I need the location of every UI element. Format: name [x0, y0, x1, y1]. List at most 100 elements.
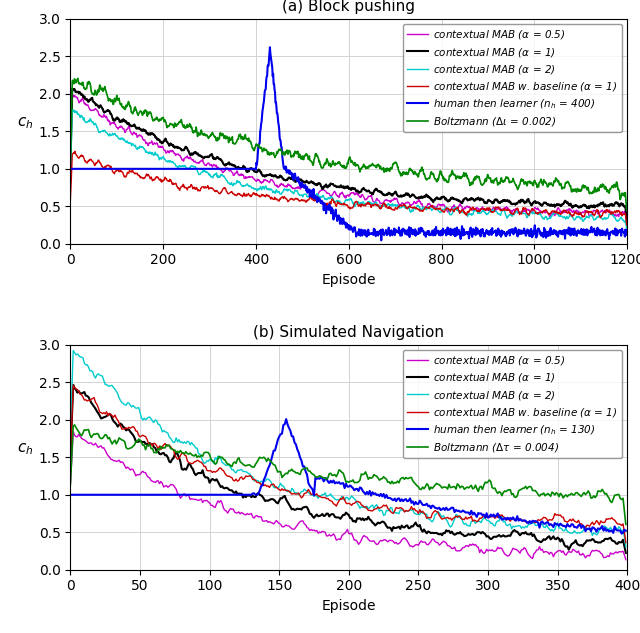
human then learner ($n_h$ = 130): [618, 530, 625, 537]
Boltzmann ($\Delta\tau$ = 0.004): [67, 480, 74, 488]
contextual MAB ($\alpha$ = 1): [359, 185, 367, 193]
human then learner ($n_h$ = 400): [378, 237, 385, 244]
Line: contextual MAB ($\alpha$ = 2): contextual MAB ($\alpha$ = 2): [70, 351, 626, 547]
Boltzmann ($\Delta\iota$ = 0.002): [371, 161, 379, 169]
contextual MAB ($\alpha$ = 1): [371, 187, 379, 194]
contextual MAB ($\alpha$ = 0.5): [359, 192, 367, 200]
human then learner ($n_h$ = 400): [140, 165, 148, 173]
Title: (b) Simulated Navigation: (b) Simulated Navigation: [253, 325, 444, 339]
contextual MAB ($\alpha$ = 2): [469, 517, 477, 525]
contextual MAB ($\alpha$ = 1): [623, 216, 630, 224]
Legend: contextual MAB ($\alpha$ = 0.5), contextual MAB ($\alpha$ = 1), contextual MAB (: contextual MAB ($\alpha$ = 0.5), context…: [403, 24, 622, 132]
Boltzmann ($\Delta\iota$ = 0.002): [359, 162, 367, 170]
contextual MAB ($\alpha$ = 1): [161, 137, 168, 144]
human then learner ($n_h$ = 130): [248, 491, 255, 499]
Line: contextual MAB ($\alpha$ = 0.5): contextual MAB ($\alpha$ = 0.5): [70, 432, 626, 560]
contextual MAB ($\alpha$ = 1): [308, 179, 316, 187]
contextual MAB ($\alpha$ = 1): [622, 549, 630, 556]
contextual MAB w. baseline ($\alpha$ = 1): [67, 454, 74, 461]
contextual MAB ($\alpha$ = 1): [469, 530, 477, 537]
Boltzmann ($\Delta\tau$ = 0.004): [135, 436, 143, 443]
X-axis label: Episode: Episode: [321, 599, 376, 613]
Line: contextual MAB ($\alpha$ = 0.5): contextual MAB ($\alpha$ = 0.5): [70, 95, 627, 223]
contextual MAB w. baseline ($\alpha$ = 1): [622, 539, 630, 546]
human then learner ($n_h$ = 400): [371, 226, 379, 234]
contextual MAB ($\alpha$ = 0.5): [308, 188, 316, 196]
Boltzmann ($\Delta\tau$ = 0.004): [622, 520, 630, 528]
Boltzmann ($\Delta\iota$ = 0.002): [141, 108, 148, 115]
Line: Boltzmann ($\Delta\iota$ = 0.002): Boltzmann ($\Delta\iota$ = 0.002): [70, 78, 627, 210]
contextual MAB ($\alpha$ = 2): [623, 225, 630, 232]
human then learner ($n_h$ = 130): [472, 511, 479, 518]
contextual MAB w. baseline ($\alpha$ = 1): [371, 201, 379, 208]
human then learner ($n_h$ = 130): [288, 432, 296, 440]
Line: contextual MAB w. baseline ($\alpha$ = 1): contextual MAB w. baseline ($\alpha$ = 1…: [70, 151, 627, 225]
Boltzmann ($\Delta\iota$ = 0.002): [161, 116, 168, 124]
Line: contextual MAB ($\alpha$ = 1): contextual MAB ($\alpha$ = 1): [70, 89, 627, 220]
contextual MAB w. baseline ($\alpha$ = 1): [472, 517, 479, 525]
contextual MAB w. baseline ($\alpha$ = 1): [469, 517, 477, 525]
human then learner ($n_h$ = 400): [308, 193, 316, 201]
human then learner ($n_h$ = 400): [67, 165, 74, 173]
contextual MAB ($\alpha$ = 0.5): [161, 147, 168, 154]
contextual MAB ($\alpha$ = 2): [67, 173, 74, 180]
human then learner ($n_h$ = 130): [417, 499, 425, 506]
human then learner ($n_h$ = 400): [623, 231, 630, 239]
Boltzmann ($\Delta\tau$ = 0.004): [288, 465, 296, 473]
contextual MAB ($\alpha$ = 0.5): [623, 219, 630, 227]
contextual MAB ($\alpha$ = 2): [622, 543, 630, 551]
Y-axis label: $c_h$: $c_h$: [17, 116, 33, 132]
contextual MAB ($\alpha$ = 1): [67, 453, 74, 461]
contextual MAB ($\alpha$ = 1): [135, 438, 143, 446]
contextual MAB w. baseline ($\alpha$ = 1): [161, 175, 168, 183]
contextual MAB ($\alpha$ = 2): [472, 520, 479, 527]
contextual MAB w. baseline ($\alpha$ = 1): [308, 196, 316, 203]
Title: (a) Block pushing: (a) Block pushing: [282, 0, 415, 14]
contextual MAB ($\alpha$ = 1): [67, 162, 74, 170]
contextual MAB ($\alpha$ = 2): [288, 485, 296, 492]
Boltzmann ($\Delta\iota$ = 0.002): [308, 159, 316, 166]
contextual MAB ($\alpha$ = 0.5): [417, 537, 425, 545]
Boltzmann ($\Delta\iota$ = 0.002): [74, 75, 82, 82]
contextual MAB ($\alpha$ = 2): [69, 347, 77, 354]
contextual MAB ($\alpha$ = 0.5): [135, 471, 143, 479]
contextual MAB ($\alpha$ = 1): [472, 530, 479, 538]
human then learner ($n_h$ = 130): [282, 415, 290, 423]
contextual MAB ($\alpha$ = 2): [249, 473, 257, 480]
contextual MAB ($\alpha$ = 2): [67, 433, 74, 441]
contextual MAB ($\alpha$ = 1): [417, 526, 425, 534]
contextual MAB ($\alpha$ = 2): [161, 155, 168, 163]
human then learner ($n_h$ = 400): [160, 165, 168, 173]
contextual MAB ($\alpha$ = 0.5): [371, 198, 379, 206]
contextual MAB ($\alpha$ = 1): [141, 127, 148, 134]
contextual MAB w. baseline ($\alpha$ = 1): [255, 192, 262, 199]
contextual MAB ($\alpha$ = 2): [141, 146, 148, 153]
Line: human then learner ($n_h$ = 400): human then learner ($n_h$ = 400): [70, 47, 627, 241]
contextual MAB ($\alpha$ = 1): [249, 492, 257, 499]
contextual MAB w. baseline ($\alpha$ = 1): [359, 201, 367, 209]
contextual MAB ($\alpha$ = 1): [69, 381, 77, 389]
contextual MAB w. baseline ($\alpha$ = 1): [249, 476, 257, 484]
Line: contextual MAB w. baseline ($\alpha$ = 1): contextual MAB w. baseline ($\alpha$ = 1…: [70, 385, 626, 542]
Line: human then learner ($n_h$ = 130): human then learner ($n_h$ = 130): [70, 419, 626, 534]
Line: contextual MAB ($\alpha$ = 1): contextual MAB ($\alpha$ = 1): [70, 385, 626, 553]
Line: contextual MAB ($\alpha$ = 2): contextual MAB ($\alpha$ = 2): [70, 110, 627, 229]
contextual MAB ($\alpha$ = 1): [68, 85, 76, 92]
contextual MAB w. baseline ($\alpha$ = 1): [67, 196, 74, 203]
Boltzmann ($\Delta\tau$ = 0.004): [249, 463, 257, 471]
human then learner ($n_h$ = 130): [469, 511, 477, 518]
contextual MAB ($\alpha$ = 1): [288, 506, 296, 513]
human then learner ($n_h$ = 400): [254, 149, 262, 156]
human then learner ($n_h$ = 130): [67, 491, 74, 499]
human then learner ($n_h$ = 130): [622, 527, 630, 534]
contextual MAB ($\alpha$ = 0.5): [249, 513, 257, 521]
contextual MAB ($\alpha$ = 0.5): [69, 428, 77, 436]
X-axis label: Episode: Episode: [321, 273, 376, 287]
Boltzmann ($\Delta\iota$ = 0.002): [67, 160, 74, 167]
contextual MAB ($\alpha$ = 0.5): [469, 540, 477, 548]
contextual MAB w. baseline ($\alpha$ = 1): [71, 147, 79, 155]
contextual MAB ($\alpha$ = 0.5): [68, 91, 76, 99]
contextual MAB w. baseline ($\alpha$ = 1): [417, 509, 425, 517]
contextual MAB ($\alpha$ = 0.5): [141, 136, 148, 144]
contextual MAB ($\alpha$ = 2): [255, 186, 262, 194]
